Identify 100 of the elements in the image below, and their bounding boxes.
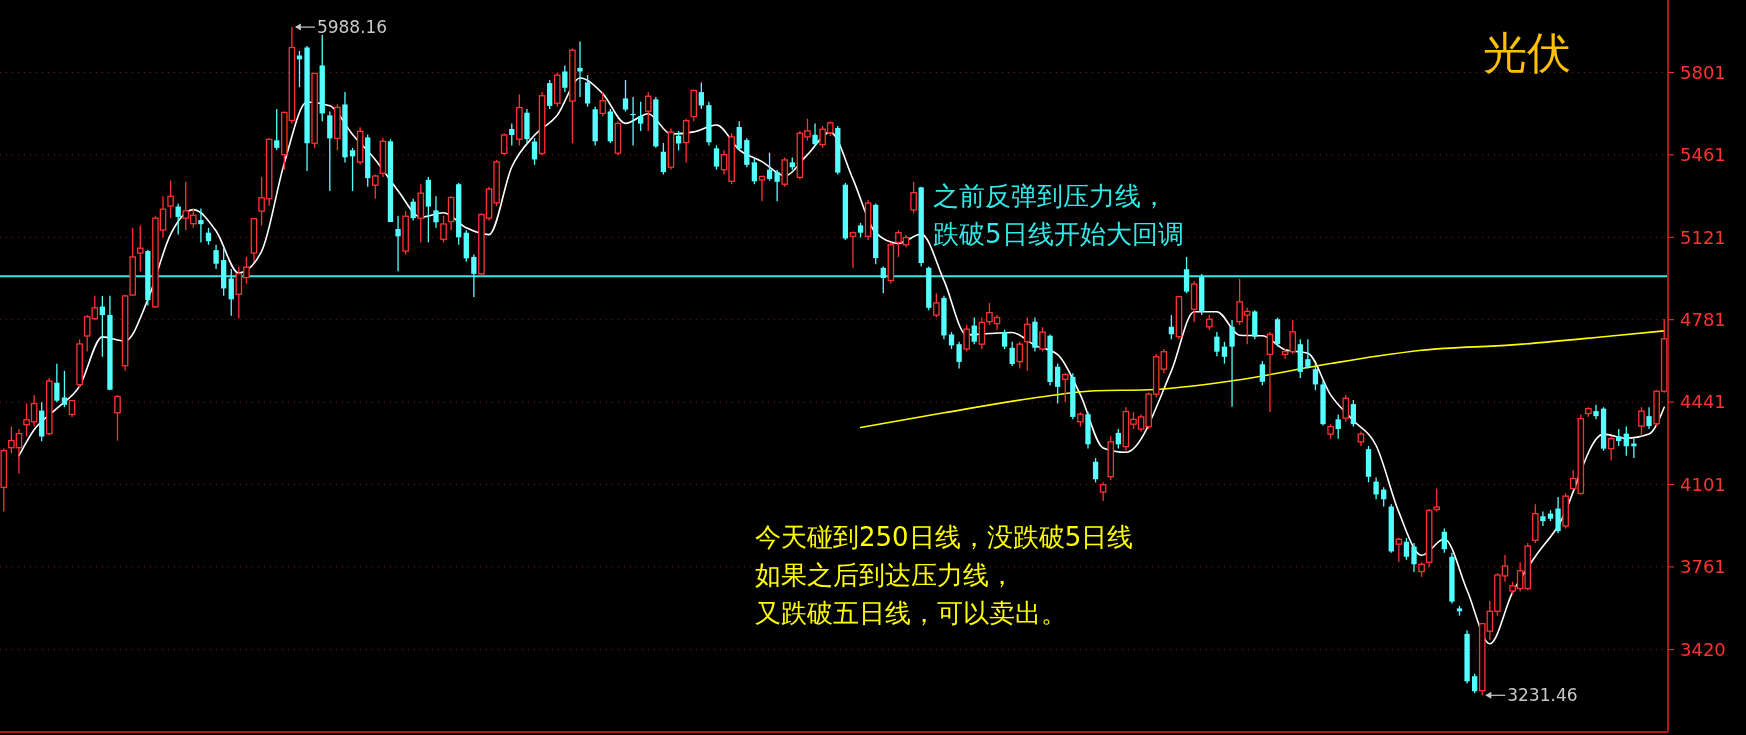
candlestick bbox=[198, 207, 204, 244]
candlestick bbox=[54, 363, 60, 404]
candlestick bbox=[471, 253, 477, 298]
candlestick bbox=[1001, 328, 1008, 350]
candlestick bbox=[1305, 338, 1311, 370]
candlestick bbox=[622, 79, 629, 113]
candlestick bbox=[971, 316, 977, 345]
candlestick bbox=[1115, 428, 1121, 450]
candlestick bbox=[1350, 399, 1357, 428]
candlestick bbox=[849, 230, 857, 269]
candlestick bbox=[213, 244, 219, 270]
annotation: 之前反弹到压力线， bbox=[933, 181, 1167, 211]
candlestick bbox=[1312, 362, 1319, 391]
candlestick bbox=[1403, 537, 1410, 561]
candlestick bbox=[1395, 537, 1403, 563]
candlestick bbox=[1335, 413, 1341, 440]
candlestick bbox=[509, 122, 515, 147]
candlestick bbox=[500, 132, 508, 156]
candlestick bbox=[682, 118, 690, 164]
candlestick bbox=[167, 179, 174, 219]
candlestick bbox=[1183, 256, 1190, 294]
candlestick bbox=[766, 152, 773, 182]
candlestick bbox=[1061, 372, 1069, 404]
candlestick bbox=[812, 122, 818, 147]
candlestick bbox=[61, 370, 68, 408]
candlestick bbox=[1092, 457, 1099, 483]
candlestick bbox=[1221, 341, 1228, 365]
candlestick bbox=[1009, 341, 1015, 367]
candlestick bbox=[774, 169, 780, 202]
annotation: 又跌破五日线，可以卖出。 bbox=[755, 598, 1067, 628]
candlestick bbox=[1472, 673, 1478, 694]
candlestick bbox=[447, 195, 455, 231]
candlestick bbox=[644, 91, 652, 132]
annotation: 今天碰到250日线，没跌破5日线 bbox=[755, 522, 1134, 552]
annotation: 3231.46 bbox=[1507, 685, 1578, 706]
y-tick-label: 4781 bbox=[1680, 309, 1726, 330]
candlestick bbox=[1214, 331, 1220, 357]
candlestick bbox=[175, 202, 181, 236]
candlestick bbox=[1555, 496, 1561, 534]
text: 光伏 bbox=[1483, 27, 1571, 78]
candlestick bbox=[349, 147, 356, 192]
candlestick bbox=[395, 215, 401, 272]
candlestick bbox=[1099, 481, 1107, 502]
annotation: 5988.16 bbox=[316, 17, 388, 38]
candlestick bbox=[978, 316, 986, 350]
annotation: 跌破5日线开始大回调 bbox=[933, 219, 1184, 249]
candlestick bbox=[1646, 406, 1652, 430]
candlestick bbox=[228, 268, 234, 317]
candlestick bbox=[1623, 425, 1629, 457]
candlestick bbox=[1433, 487, 1441, 513]
y-tick-label: 5461 bbox=[1680, 144, 1726, 166]
candlestick bbox=[1342, 394, 1350, 423]
candlestick bbox=[1266, 331, 1274, 413]
candlestick bbox=[713, 144, 720, 171]
candlestick bbox=[736, 120, 742, 151]
candlestick bbox=[1607, 435, 1615, 462]
candlestick bbox=[933, 292, 940, 319]
candlestick bbox=[577, 40, 583, 98]
candlestick bbox=[956, 341, 962, 370]
candlestick bbox=[1373, 476, 1379, 500]
candlestick bbox=[638, 101, 644, 132]
candlestick bbox=[1441, 527, 1447, 554]
candlestick bbox=[1540, 510, 1546, 527]
candlestick bbox=[1638, 406, 1645, 437]
candlestick bbox=[751, 156, 758, 185]
candlestick bbox=[660, 142, 667, 176]
candlestick bbox=[1055, 362, 1061, 405]
candlestick bbox=[1259, 360, 1266, 387]
candlestick bbox=[440, 215, 447, 244]
line-series bbox=[18, 77, 1666, 645]
candlestick bbox=[562, 64, 568, 93]
candlestick bbox=[1411, 542, 1417, 573]
candlestick bbox=[372, 173, 379, 200]
candlestick bbox=[630, 96, 636, 147]
candlestick bbox=[1229, 319, 1235, 408]
line-series bbox=[859, 330, 1666, 429]
candlestick bbox=[698, 81, 704, 110]
candlestick bbox=[136, 224, 144, 273]
candlestick bbox=[114, 394, 121, 442]
candlestick bbox=[1593, 404, 1599, 420]
candlestick bbox=[880, 265, 886, 294]
candlestick bbox=[547, 79, 553, 110]
candlestick bbox=[1039, 326, 1046, 353]
y-tick-label: 3761 bbox=[1680, 556, 1726, 578]
candlestick bbox=[599, 91, 607, 117]
candlestick bbox=[410, 198, 416, 222]
y-tick-label: 5801 bbox=[1680, 61, 1726, 83]
y-tick-label: 3420 bbox=[1680, 638, 1726, 660]
candlestick bbox=[433, 195, 439, 229]
candlestick bbox=[274, 108, 280, 151]
candlestick bbox=[584, 74, 591, 108]
annotation: 如果之后到达压力线， bbox=[755, 560, 1015, 590]
candlestick bbox=[327, 110, 333, 192]
candlestick bbox=[1016, 341, 1024, 370]
y-tick-label: 4441 bbox=[1680, 391, 1726, 413]
candlestick bbox=[910, 181, 917, 214]
y-tick-label: 5121 bbox=[1680, 226, 1726, 248]
y-tick-label: 4101 bbox=[1680, 473, 1726, 495]
candlestick bbox=[963, 324, 970, 353]
candlestick bbox=[1024, 316, 1031, 372]
